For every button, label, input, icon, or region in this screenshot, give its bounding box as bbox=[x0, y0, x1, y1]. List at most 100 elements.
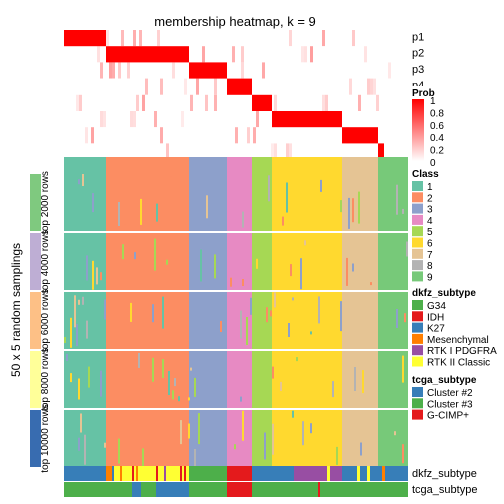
tcga-swatch-2 bbox=[412, 409, 423, 420]
dkfz-stroke bbox=[317, 466, 320, 481]
dkfz-label-2: K27 bbox=[427, 324, 445, 335]
prob-cell bbox=[112, 62, 115, 79]
prob-row-label-p3: p3 bbox=[412, 64, 424, 76]
prob-tick-3: 0.4 bbox=[430, 133, 444, 144]
prob-row-bg bbox=[64, 127, 408, 144]
prob-cell bbox=[142, 94, 145, 111]
prob-cell bbox=[358, 94, 361, 111]
body-noise bbox=[104, 299, 106, 320]
body-noise bbox=[142, 448, 144, 467]
prob-cell bbox=[370, 78, 373, 95]
body-noise bbox=[358, 191, 360, 224]
dkfz-swatch-2 bbox=[412, 322, 423, 333]
body-noise bbox=[304, 240, 306, 246]
dkfz-segment bbox=[227, 466, 252, 481]
body-block-4 bbox=[227, 410, 252, 467]
class-annotation-row: Class bbox=[64, 157, 440, 174]
prob-block-p6 bbox=[272, 111, 342, 128]
body-noise bbox=[320, 179, 322, 192]
prob-cell bbox=[202, 46, 205, 63]
body-noise bbox=[78, 299, 80, 305]
body-noise bbox=[194, 377, 196, 397]
tcga-segment bbox=[112, 482, 132, 497]
body-noise bbox=[302, 238, 304, 253]
prob-color-bar bbox=[412, 99, 424, 161]
prob-cell bbox=[205, 94, 208, 111]
body-noise bbox=[352, 263, 354, 272]
tcga-segment bbox=[342, 482, 378, 497]
body-noise bbox=[174, 378, 176, 387]
body-noise bbox=[346, 257, 348, 286]
prob-cell bbox=[271, 143, 274, 160]
body-block-7 bbox=[342, 351, 378, 408]
prob-tick-4: 0.2 bbox=[430, 146, 444, 157]
prob-tick-5: 0 bbox=[430, 158, 436, 169]
body-noise bbox=[208, 200, 210, 226]
prob-cell bbox=[241, 62, 244, 79]
class-legend-title: Class bbox=[412, 169, 439, 180]
group-label-3: top 8000 rows bbox=[40, 348, 51, 411]
prob-cell bbox=[100, 111, 103, 128]
dkfz-row-label: dkfz_subtype bbox=[412, 468, 477, 480]
body-noise bbox=[78, 179, 80, 185]
prob-tick-1: 0.8 bbox=[430, 108, 444, 119]
body-noise bbox=[296, 357, 298, 362]
body-noise bbox=[134, 252, 136, 260]
prob-cell bbox=[235, 127, 238, 144]
prob-cell bbox=[157, 30, 160, 47]
body-noise bbox=[300, 258, 302, 290]
body-block-4 bbox=[227, 351, 252, 408]
body-noise bbox=[190, 367, 192, 371]
body-noise bbox=[92, 193, 94, 213]
prob-cell bbox=[214, 94, 217, 111]
body-noise bbox=[86, 320, 88, 339]
body-block-5 bbox=[252, 233, 272, 290]
class-block-6 bbox=[272, 157, 342, 174]
prob-block-p1 bbox=[64, 30, 106, 47]
dkfz-swatch-5 bbox=[412, 356, 423, 367]
body-noise bbox=[264, 396, 266, 403]
body-noise bbox=[246, 317, 248, 345]
prob-cell bbox=[364, 46, 367, 63]
prob-row-label-p1: p1 bbox=[412, 32, 424, 44]
prob-cell bbox=[97, 46, 100, 63]
prob-block-p2 bbox=[106, 46, 189, 63]
body-noise bbox=[114, 351, 116, 361]
body-block-6 bbox=[272, 233, 342, 290]
class-label-4: 5 bbox=[427, 227, 433, 238]
prob-cell bbox=[289, 30, 292, 47]
dkfz-label-0: G34 bbox=[427, 301, 446, 312]
body-noise bbox=[256, 258, 258, 269]
group-separator bbox=[64, 231, 408, 233]
body-block-1 bbox=[64, 233, 106, 290]
class-label-3: 4 bbox=[427, 216, 433, 227]
body-noise bbox=[402, 444, 404, 464]
prob-cell bbox=[118, 62, 121, 79]
body-noise bbox=[144, 201, 146, 221]
prob-tick-2: 0.6 bbox=[430, 121, 444, 132]
prob-cell bbox=[196, 78, 199, 95]
body-noise bbox=[268, 175, 270, 202]
dkfz-stroke bbox=[120, 466, 122, 481]
body-noise bbox=[64, 337, 66, 343]
body-noise bbox=[122, 244, 124, 260]
body-noise bbox=[78, 437, 80, 451]
body-noise bbox=[340, 301, 342, 332]
body-noise bbox=[162, 296, 164, 329]
group-label-2: top 6000 rows bbox=[40, 289, 51, 352]
dkfz-swatch-0 bbox=[412, 300, 423, 310]
dkfz-stroke bbox=[180, 466, 182, 481]
body-noise bbox=[180, 420, 182, 445]
class-label-7: 8 bbox=[427, 261, 433, 272]
body-noise bbox=[288, 323, 290, 337]
dkfz-swatch-3 bbox=[412, 333, 423, 344]
tcga-segment bbox=[252, 482, 342, 497]
body-noise bbox=[130, 302, 132, 322]
body-noise bbox=[88, 366, 90, 388]
prob-cell bbox=[172, 62, 175, 79]
body-block-6 bbox=[272, 351, 342, 408]
body-noise bbox=[318, 296, 320, 324]
prob-cell bbox=[352, 30, 355, 47]
prob-cell bbox=[301, 46, 304, 63]
